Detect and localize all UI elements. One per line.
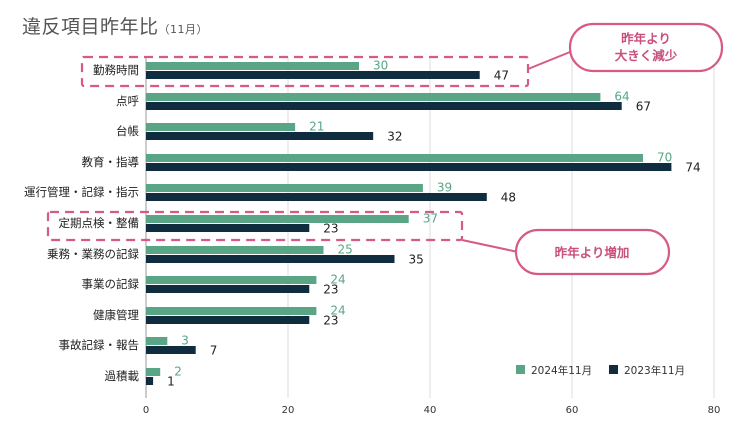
callout-bubble-decrease xyxy=(568,22,724,73)
category-label: 台帳 xyxy=(116,124,139,138)
callout-connector xyxy=(461,239,519,253)
callout-connector xyxy=(527,51,571,70)
chart-title: 違反項目昨年比（11月） xyxy=(22,12,208,39)
value-label-2024: 24 xyxy=(330,304,345,318)
bar-2024 xyxy=(146,184,423,192)
value-label-2023: 48 xyxy=(501,191,516,205)
value-label-2023: 35 xyxy=(409,253,424,267)
value-label-2023: 23 xyxy=(323,222,338,236)
category-label: 点呼 xyxy=(116,94,139,108)
value-label-2024: 37 xyxy=(423,212,438,226)
x-tick-label: 40 xyxy=(424,405,437,416)
bar-2023 xyxy=(146,163,672,171)
bar-2023 xyxy=(146,346,196,354)
value-label-2024: 25 xyxy=(338,243,353,257)
category-label: 健康管理 xyxy=(93,308,139,322)
value-label-2023: 47 xyxy=(494,69,509,83)
highlight-box-teiki xyxy=(46,210,464,242)
legend-swatch-2024 xyxy=(516,365,525,374)
category-label: 事故記録・報告 xyxy=(59,338,140,352)
bar-2024 xyxy=(146,368,161,376)
category-label: 過積載 xyxy=(105,369,140,383)
category-label: 勤務時間 xyxy=(93,63,139,77)
value-label-2024: 24 xyxy=(330,273,345,287)
value-label-2024: 2 xyxy=(174,365,182,379)
value-label-2023: 67 xyxy=(636,100,651,114)
category-label: 教育・指導 xyxy=(82,155,140,169)
x-tick-label: 20 xyxy=(282,405,295,416)
value-label-2023: 1 xyxy=(167,375,175,389)
legend-label-2024: 2024年11月 xyxy=(531,364,592,377)
bar-2024 xyxy=(146,123,296,131)
bar-2023 xyxy=(146,285,310,293)
value-label-2024: 70 xyxy=(657,151,672,165)
category-label: 運行管理・記録・指示 xyxy=(24,185,139,199)
bar-2024 xyxy=(146,276,317,284)
value-label-2024: 3 xyxy=(181,334,189,348)
bar-2023 xyxy=(146,71,480,79)
bar-2023 xyxy=(146,377,154,385)
callout-bubble-increase xyxy=(514,228,671,276)
category-label: 乗務・業務の記録 xyxy=(47,247,139,261)
chart-title-sub: （11月） xyxy=(158,23,209,36)
chart-title-main: 違反項目昨年比 xyxy=(22,16,159,38)
value-label-2023: 7 xyxy=(210,344,218,358)
bar-2023 xyxy=(146,255,395,263)
value-label-2023: 23 xyxy=(323,283,338,297)
callout-text-increase: 昨年より増加 xyxy=(555,245,630,260)
category-label: 事業の記録 xyxy=(82,277,140,291)
bar-2024 xyxy=(146,337,168,345)
highlight-box-kinmu xyxy=(80,55,530,88)
value-label-2023: 32 xyxy=(387,130,402,144)
bar-2023 xyxy=(146,193,487,201)
bar-2023 xyxy=(146,224,310,232)
value-label-2024: 30 xyxy=(373,59,388,73)
x-tick-label: 80 xyxy=(708,405,721,416)
value-label-2023: 23 xyxy=(323,314,338,328)
callout-text-decrease: 大きく減少 xyxy=(615,48,678,63)
bar-2024 xyxy=(146,62,359,70)
value-label-2024: 21 xyxy=(309,120,324,134)
bar-2023 xyxy=(146,102,622,110)
bar-2023 xyxy=(146,316,310,324)
bar-2024 xyxy=(146,154,643,162)
legend-swatch-2023 xyxy=(609,365,618,374)
bar-2024 xyxy=(146,93,601,101)
bar-2024 xyxy=(146,307,317,315)
callout-text-decrease: 昨年より xyxy=(621,31,671,46)
bar-2024 xyxy=(146,246,324,254)
value-label-2024: 64 xyxy=(614,90,629,104)
category-label: 定期点検・整備 xyxy=(59,216,140,230)
bar-2024 xyxy=(146,215,409,223)
value-label-2024: 39 xyxy=(437,181,452,195)
x-tick-label: 0 xyxy=(143,405,149,416)
bar-2023 xyxy=(146,132,374,140)
legend-label-2023: 2023年11月 xyxy=(624,364,685,377)
x-tick-label: 60 xyxy=(566,405,579,416)
value-label-2023: 74 xyxy=(685,161,700,175)
